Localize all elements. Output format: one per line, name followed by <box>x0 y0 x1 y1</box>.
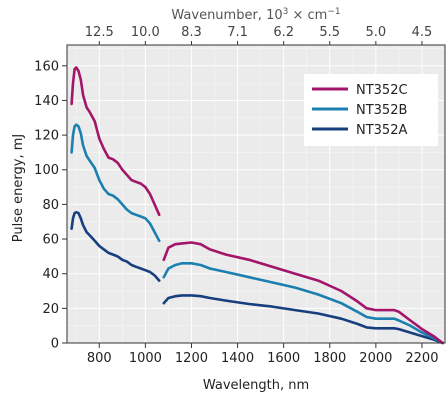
x-tick-label: 1600 <box>267 351 300 366</box>
y-tick-label: 0 <box>51 337 59 352</box>
plot-frame <box>66 44 446 344</box>
series-layer <box>70 66 444 345</box>
top-axis-title-main: Wavenumber, 10 <box>171 8 282 23</box>
y-tick-label: 60 <box>42 233 59 248</box>
top-tick-label: 8.3 <box>181 25 202 40</box>
x-tick-label: 1400 <box>221 351 254 366</box>
x-tick-label: 2200 <box>405 351 438 366</box>
top-axis-title-unit: × cm <box>288 8 327 23</box>
top-tick-label: 6.2 <box>273 25 294 40</box>
series-line-nt352c-segment-1 <box>70 66 161 217</box>
top-axis-title-exponent: 3 <box>283 7 289 17</box>
top-tick-label: 10.0 <box>131 25 160 40</box>
series-line-nt352b-segment-2 <box>162 262 444 345</box>
y-tick-label: 100 <box>34 163 59 178</box>
series-line-nt352b-segment-1 <box>70 123 161 243</box>
x-tick-label: 1800 <box>313 351 346 366</box>
series-line-nt352c-segment-2 <box>162 241 444 345</box>
y-tick-label: 160 <box>34 59 59 74</box>
y-tick-label: 140 <box>34 94 59 109</box>
legend-label-nt352b: NT352B <box>356 103 407 118</box>
y-tick-label: 80 <box>42 198 59 213</box>
top-axis-title: Wavenumber, 103 × cm−1 <box>171 7 340 23</box>
series-line-nt352a-segment-2 <box>162 294 444 345</box>
top-tick-label: 5.5 <box>319 25 340 40</box>
top-axis-title-unit-exponent: −1 <box>327 7 340 17</box>
top-tick-label: 5.0 <box>366 25 387 40</box>
x-axis: 800 1000 1200 1400 1600 1800 2000 2200 <box>87 343 438 366</box>
legend-label-nt352a: NT352A <box>356 123 407 138</box>
top-tick-label: 7.1 <box>227 25 248 40</box>
top-tick-label: 12.5 <box>85 25 114 40</box>
legend: NT352C NT352B NT352A <box>304 74 438 146</box>
x-tick-label: 800 <box>87 351 112 366</box>
x-tick-label: 1200 <box>175 351 208 366</box>
y-tick-label: 120 <box>34 129 59 144</box>
x-axis-title: Wavelength, nm <box>203 378 309 393</box>
top-axis: 12.5 10.0 8.3 7.1 6.2 5.5 5.0 4.5 <box>85 25 433 45</box>
series-line-nt352a-segment-1 <box>70 210 161 282</box>
plot-border <box>66 44 446 344</box>
x-tick-label: 1000 <box>129 351 162 366</box>
y-tick-label: 20 <box>42 302 59 317</box>
x-tick-label: 2000 <box>359 351 392 366</box>
top-tick-label: 4.5 <box>412 25 433 40</box>
y-tick-label: 40 <box>42 267 59 282</box>
y-axis: 0 20 40 60 80 100 120 140 160 <box>34 59 67 352</box>
y-axis-title: Pulse energy, mJ <box>11 134 26 242</box>
legend-label-nt352c: NT352C <box>356 83 408 98</box>
